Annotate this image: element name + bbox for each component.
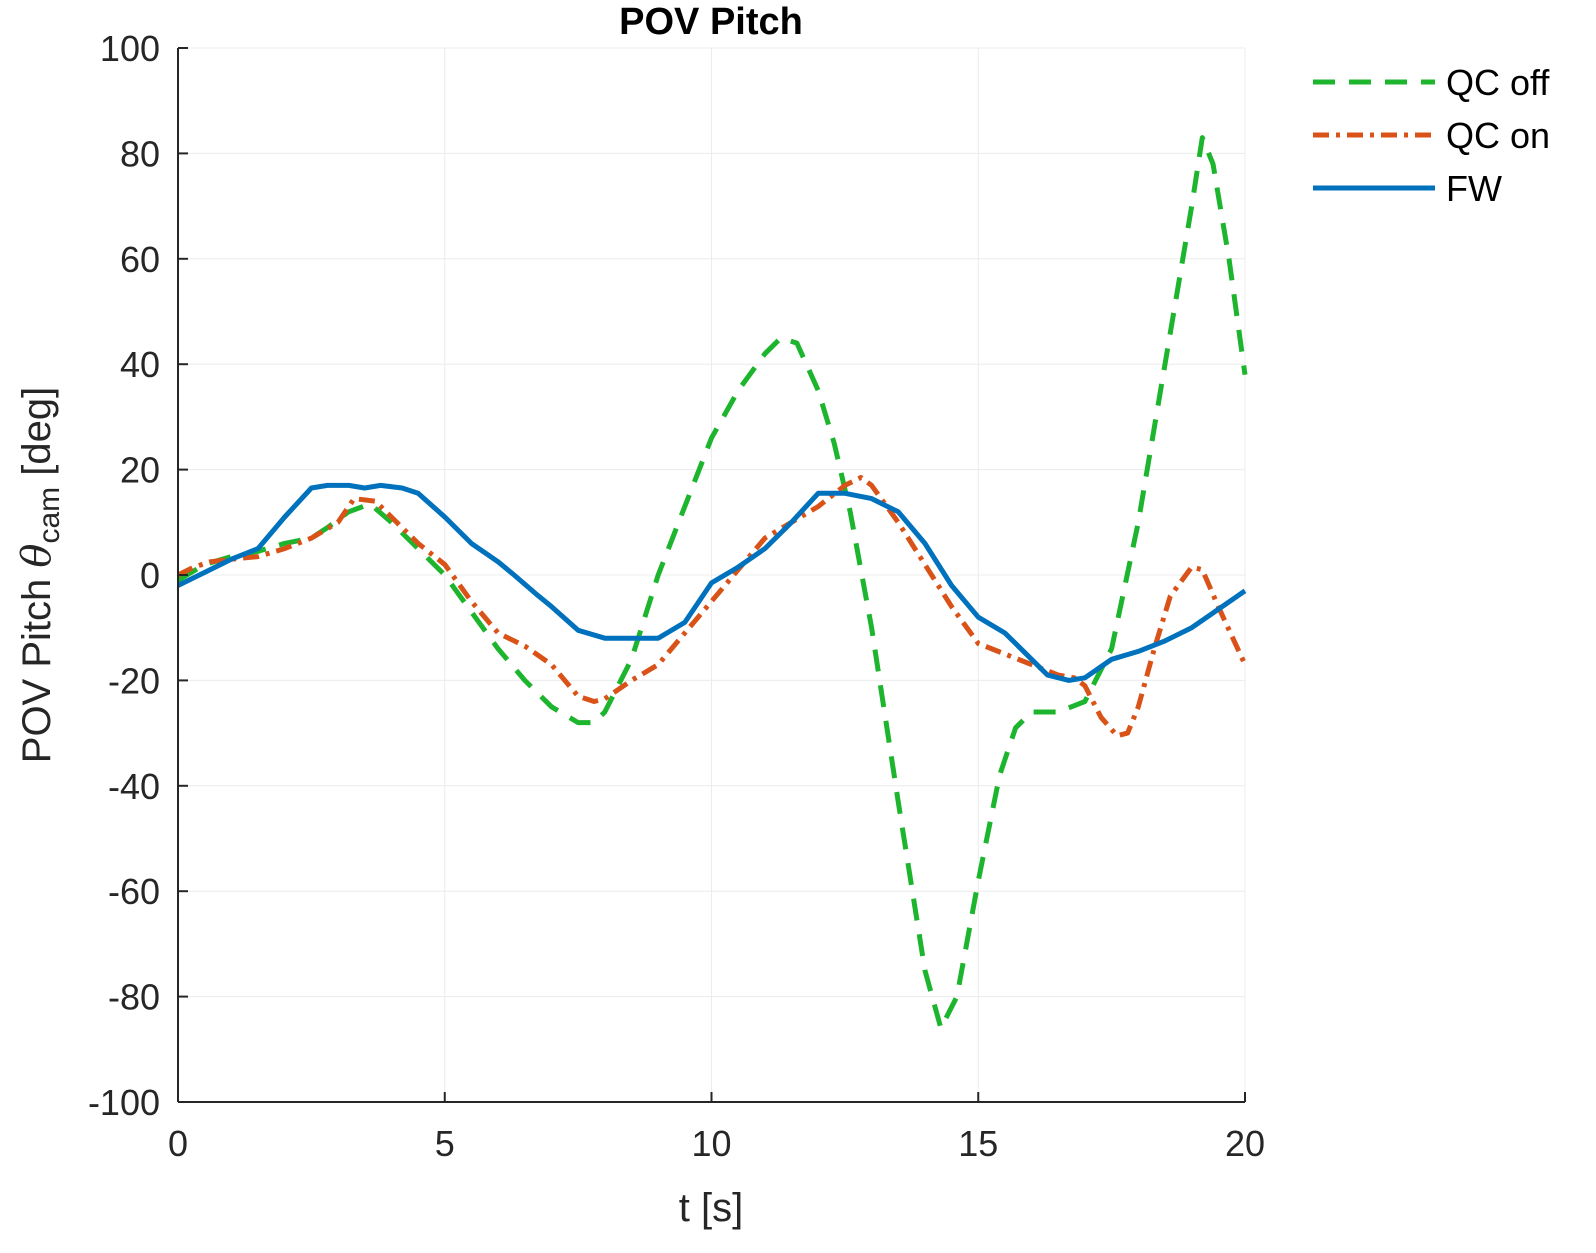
x-ticks: 0 5 10 15 20 (168, 1092, 1265, 1164)
series-line-0 (176, 135, 1248, 1031)
legend-label-0: QC off (1446, 62, 1550, 103)
legend-label-2: FW (1446, 168, 1502, 209)
y-tick-label: 80 (120, 133, 160, 174)
x-tick-label: 0 (168, 1123, 188, 1164)
y-axis-label-subscript: cam (33, 487, 66, 544)
y-tick-label: 20 (120, 450, 160, 491)
y-tick-label: -100 (88, 1082, 160, 1123)
y-tick-label: 40 (120, 344, 160, 385)
x-tick-label: 15 (958, 1123, 998, 1164)
plot-lines (176, 135, 1248, 1031)
x-tick-label: 20 (1225, 1123, 1265, 1164)
y-tick-label: 60 (120, 239, 160, 280)
x-tick-label: 10 (691, 1123, 731, 1164)
y-tick-label: 100 (100, 28, 160, 69)
chart-title: POV Pitch (619, 1, 803, 43)
y-tick-label: -60 (108, 871, 160, 912)
legend-label-1: QC on (1446, 115, 1550, 156)
y-axis-label-prefix: POV Pitch (15, 568, 59, 764)
y-axis-label: POV Pitch θcam [deg] (14, 387, 66, 763)
y-axis-label-suffix: [deg] (15, 387, 59, 487)
y-tick-label: -20 (108, 660, 160, 701)
x-axis-label: t [s] (679, 1186, 743, 1230)
y-tick-label: -80 (108, 977, 160, 1018)
y-axis-label-symbol: θ (14, 544, 60, 568)
legend: QC off QC on FW (1313, 62, 1550, 209)
series-line-2 (176, 482, 1247, 683)
y-ticks: -100 -80 -60 -40 -20 0 20 40 60 80 100 (88, 28, 188, 1123)
y-tick-label: 0 (140, 555, 160, 596)
x-tick-label: 5 (435, 1123, 455, 1164)
y-tick-label: -40 (108, 766, 160, 807)
